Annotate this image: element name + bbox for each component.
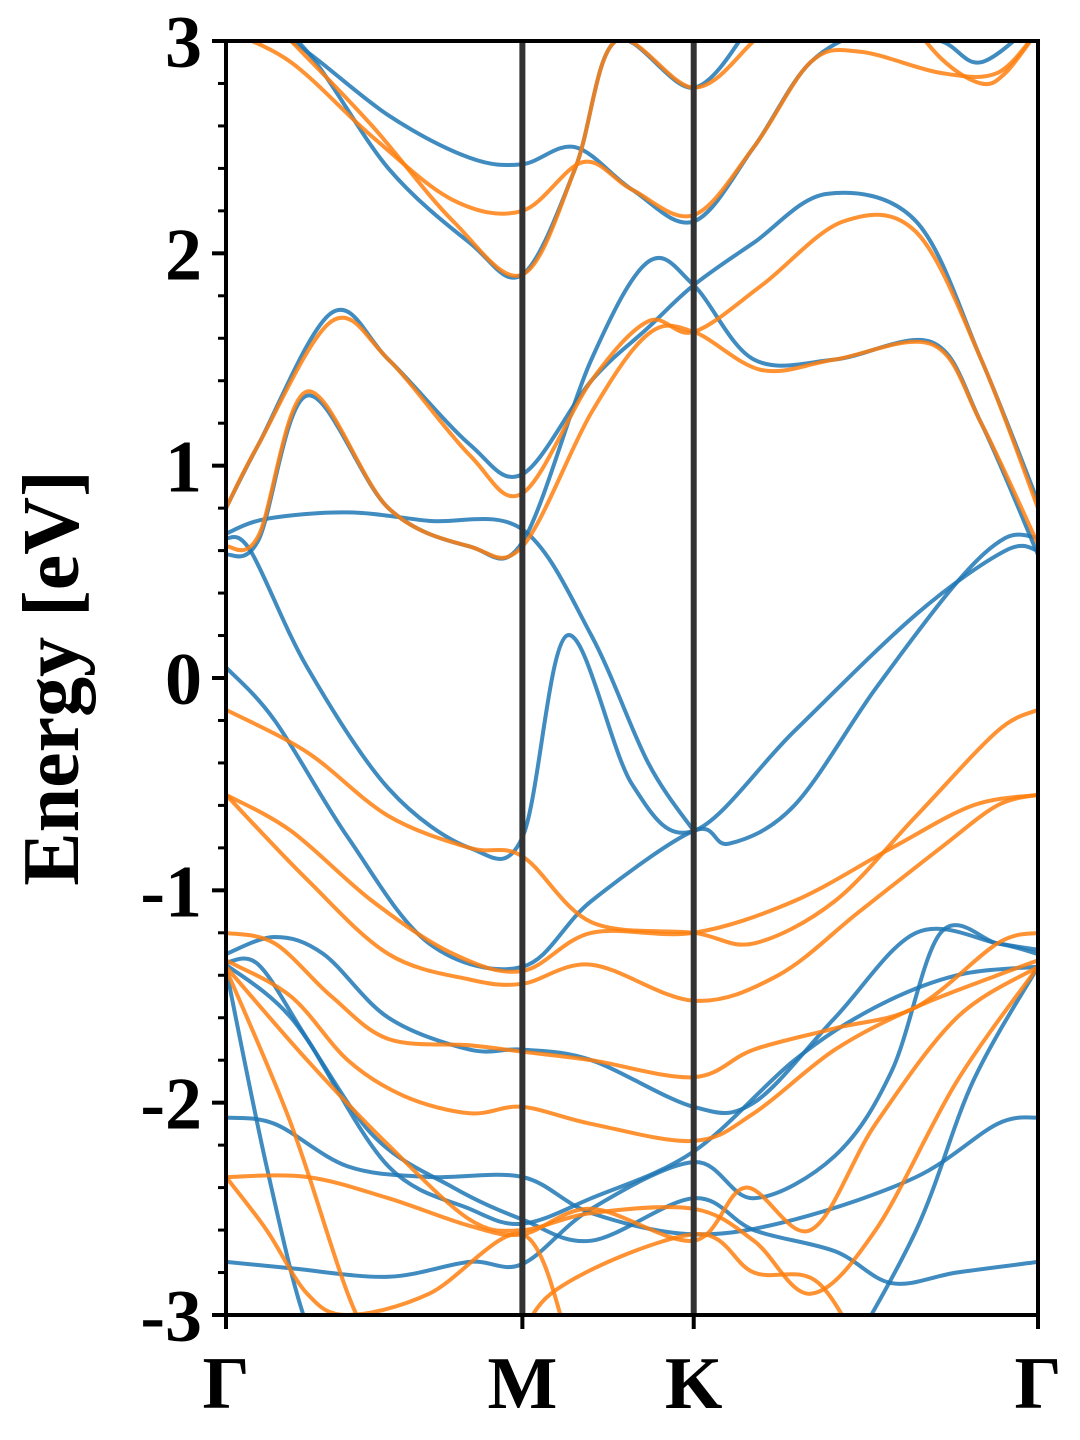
band-orange-20 (226, 964, 1038, 1243)
band-orange-22 (226, 964, 1038, 1296)
band-blue-13 (226, 966, 306, 1315)
band-orange-21 (226, 1175, 563, 1315)
y-axis-label: Energy [eV] (8, 470, 96, 885)
y-tick-label: 2 (165, 214, 202, 296)
band-orange-26 (226, 212, 1038, 511)
band-orange-17 (226, 792, 1038, 1003)
band-blue-14 (868, 964, 1038, 1315)
band-blue-3 (226, 510, 696, 833)
band-blue-6 (286, 41, 1017, 225)
x-tick-label: Γ (202, 1343, 249, 1425)
x-tick-label: K (665, 1343, 723, 1425)
x-tick-label: Γ (1014, 1343, 1061, 1425)
y-tick-label: 3 (165, 2, 202, 84)
y-tick-label: -1 (140, 851, 202, 933)
band-blue-11 (226, 923, 1038, 1279)
band-blue-10 (226, 1115, 1038, 1237)
high-symmetry-separators (519, 41, 697, 1315)
band-lines (226, 41, 1038, 1315)
band-blue-2 (226, 534, 1038, 861)
y-tick-label: 0 (165, 639, 202, 721)
band-orange-29 (922, 41, 1033, 87)
band-blue-1 (226, 532, 1038, 972)
band-orange-25 (226, 323, 1038, 560)
band-blue-5 (226, 190, 1038, 511)
y-axis-ticks: -3 -2 -1 0 1 2 3 (140, 2, 226, 1358)
x-tick-label: M (487, 1343, 557, 1425)
band-orange-27 (246, 41, 1033, 219)
band-blue-12 (226, 956, 1038, 1226)
band-orange-28 (288, 41, 757, 278)
band-orange-23 (226, 966, 359, 1315)
y-tick-label: 1 (165, 427, 202, 509)
y-tick-label: -3 (140, 1276, 202, 1358)
y-tick-label: -2 (140, 1064, 202, 1146)
band-orange-16 (226, 792, 1038, 974)
band-orange-24 (530, 1232, 845, 1315)
band-orange-19 (226, 958, 1038, 1144)
band-orange-15 (226, 707, 1038, 947)
band-blue-8 (226, 926, 1038, 1115)
